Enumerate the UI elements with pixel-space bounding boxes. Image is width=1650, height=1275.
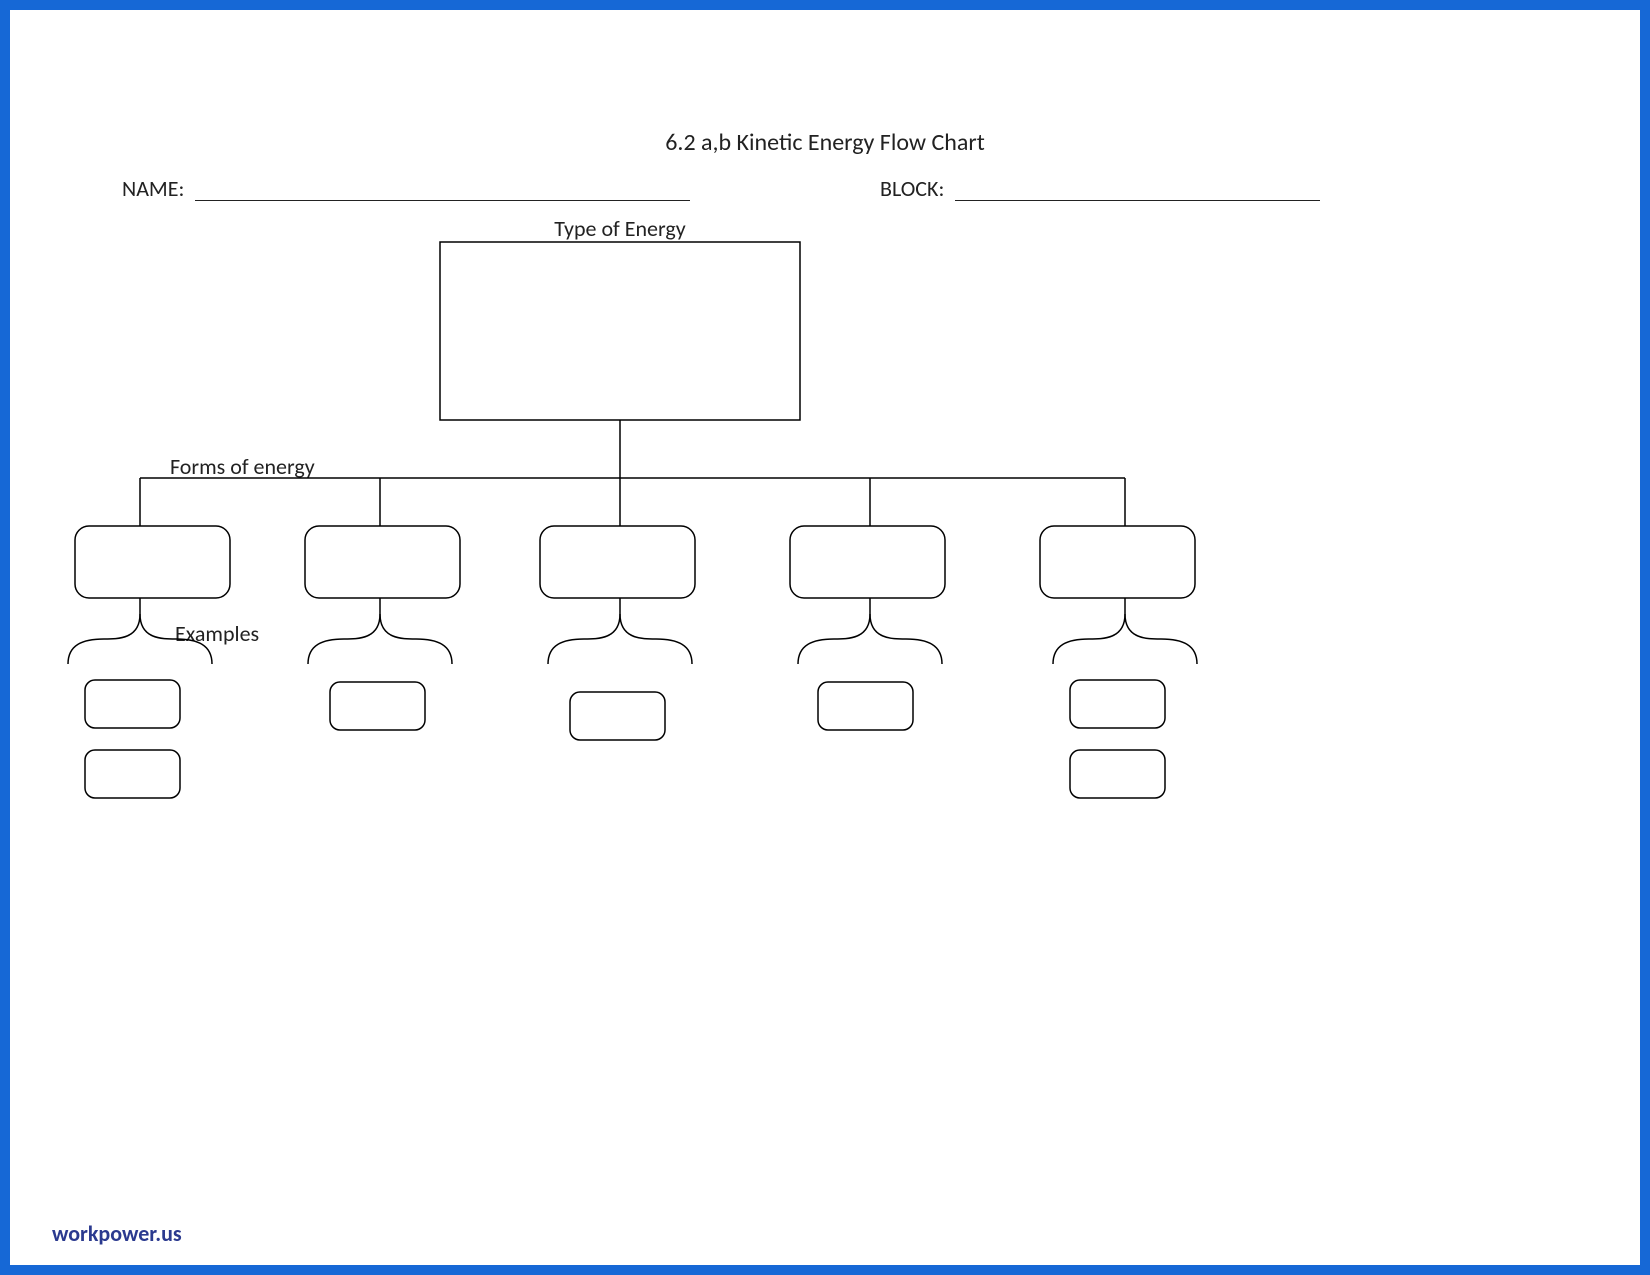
flowchart-box <box>570 692 665 740</box>
flowchart-label: Forms of energy <box>170 453 315 480</box>
flowchart-box <box>1040 526 1195 598</box>
flowchart-label: Examples <box>175 620 259 647</box>
brace-icon <box>380 614 452 664</box>
flowchart-label: Type of Energy <box>554 215 685 242</box>
brace-icon <box>1125 614 1197 664</box>
worksheet-frame: 6.2 a,b Kinetic Energy Flow Chart NAME: … <box>0 0 1650 1275</box>
flowchart-box <box>790 526 945 598</box>
brace-icon <box>68 614 140 664</box>
brace-icon <box>870 614 942 664</box>
flowchart-box <box>818 682 913 730</box>
brace-icon <box>548 614 620 664</box>
watermark-text: workpower.us <box>52 1220 182 1247</box>
flowchart-box <box>330 682 425 730</box>
flowchart-box <box>305 526 460 598</box>
brace-icon <box>1053 614 1125 664</box>
flowchart-svg: Type of Energy Forms of energy Examples <box>10 10 1640 1265</box>
flowchart-box <box>440 242 800 420</box>
brace-icon <box>620 614 692 664</box>
brace-icon <box>798 614 870 664</box>
flowchart-box <box>1070 750 1165 798</box>
flowchart-box <box>540 526 695 598</box>
flowchart-box <box>85 750 180 798</box>
flowchart-box <box>1070 680 1165 728</box>
brace-icon <box>308 614 380 664</box>
flowchart-box <box>85 680 180 728</box>
flowchart-box <box>75 526 230 598</box>
